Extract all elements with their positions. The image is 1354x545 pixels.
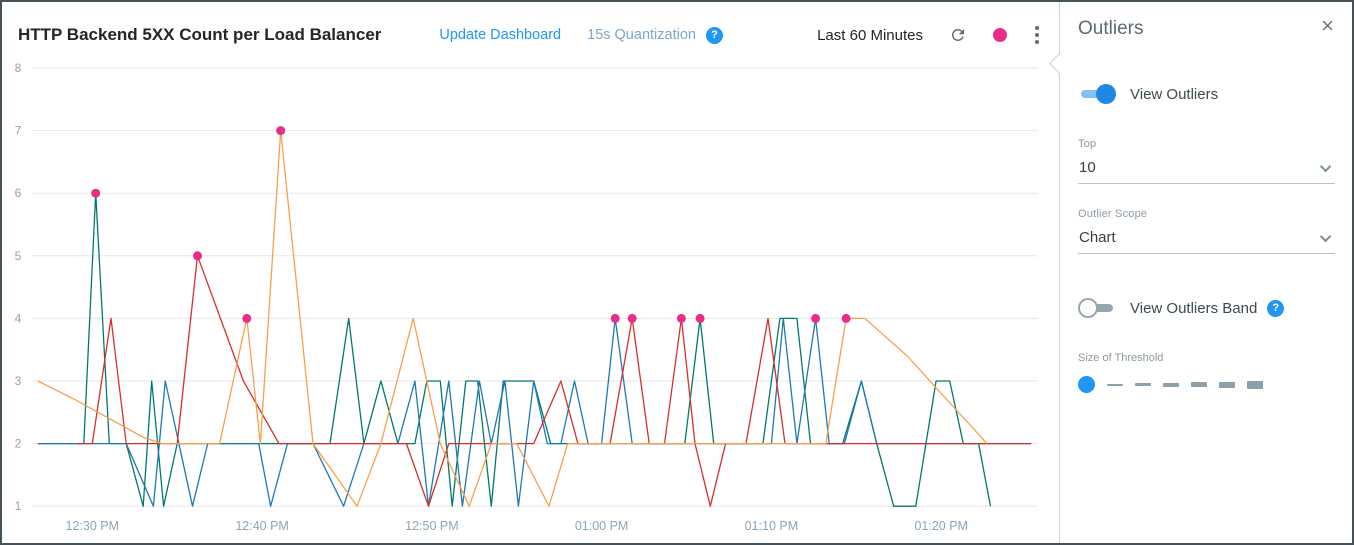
x-tick-label: 12:40 PM <box>235 519 289 533</box>
view-outliers-toggle[interactable] <box>1078 84 1116 104</box>
outlier-scope-value: Chart <box>1079 229 1116 246</box>
y-tick-label: 3 <box>15 374 22 388</box>
chart-color-indicator[interactable] <box>993 28 1007 42</box>
x-tick-label: 01:10 PM <box>745 519 799 533</box>
outlier-scope-select[interactable]: Chart <box>1078 229 1335 254</box>
top-select-value: 10 <box>1079 159 1096 176</box>
close-icon[interactable]: × <box>1321 13 1334 38</box>
outlier-marker[interactable] <box>610 313 620 323</box>
panel-title: Outliers <box>1078 18 1144 39</box>
top-label: Top <box>1078 138 1097 150</box>
chart-panel: HTTP Backend 5XX Count per Load Balancer… <box>2 2 1059 543</box>
header-right-group: Last 60 Minutes <box>817 24 1041 46</box>
chart-area: 1 2 3 4 5 6 7 8 12:30 PM 12:40 PM 12:50 PM 01:00 PM… <box>2 58 1059 543</box>
x-tick-label: 12:50 PM <box>405 519 459 533</box>
size-of-threshold-label: Size of Threshold <box>1078 352 1164 364</box>
view-outliers-band-toggle[interactable] <box>1078 298 1116 318</box>
outlier-scope-label: Outlier Scope <box>1078 208 1148 220</box>
threshold-dashes <box>1078 376 1334 393</box>
series-line-teal[interactable] <box>37 192 992 507</box>
outlier-marker[interactable] <box>841 313 851 323</box>
update-dashboard-link[interactable]: Update Dashboard <box>439 27 562 43</box>
y-tick-label: 1 <box>15 499 22 513</box>
y-tick-label: 6 <box>15 186 22 200</box>
view-outliers-label: View Outliers <box>1130 85 1219 103</box>
threshold-dash-option[interactable] <box>1107 383 1123 386</box>
outlier-marker[interactable] <box>193 251 202 261</box>
y-tick-label: 5 <box>15 249 22 263</box>
y-tick-label: 2 <box>15 437 22 451</box>
y-tick-label: 4 <box>15 311 22 325</box>
y-tick-label: 8 <box>15 61 22 75</box>
chevron-down-icon <box>1319 230 1332 242</box>
threshold-dash-option[interactable] <box>1135 383 1151 386</box>
view-outliers-band-label: View Outliers Band <box>1130 299 1258 317</box>
threshold-dash-option[interactable] <box>1219 381 1235 388</box>
x-tick-label: 01:20 PM <box>914 519 968 533</box>
chevron-down-icon <box>1319 160 1332 172</box>
outlier-marker[interactable] <box>676 313 686 323</box>
chart-title: HTTP Backend 5XX Count per Load Balancer <box>18 25 382 44</box>
kebab-menu-icon[interactable] <box>1033 24 1041 46</box>
series-line-blue[interactable] <box>37 317 1032 507</box>
quantization-label: 15s Quantization <box>587 27 696 43</box>
outlier-marker[interactable] <box>276 126 286 136</box>
threshold-selected-dot[interactable] <box>1078 376 1095 393</box>
top-select[interactable]: 10 <box>1078 159 1335 184</box>
x-tick-label: 12:30 PM <box>66 519 120 533</box>
outlier-marker[interactable] <box>242 313 252 323</box>
time-range-selector[interactable]: Last 60 Minutes <box>817 26 923 44</box>
outlier-marker[interactable] <box>695 313 705 323</box>
series-line-orange[interactable] <box>37 129 988 507</box>
refresh-icon[interactable] <box>949 26 967 44</box>
outlier-marker[interactable] <box>627 313 637 323</box>
threshold-dash-option[interactable] <box>1163 382 1179 387</box>
threshold-dash-option[interactable] <box>1191 382 1207 387</box>
line-chart[interactable]: 1 2 3 4 5 6 7 8 12:30 PM 12:40 PM 12:50 PM 01:00 PM… <box>2 60 1048 538</box>
outliers-band-help-icon[interactable]: ? <box>1267 299 1285 317</box>
outlier-marker[interactable] <box>91 188 101 198</box>
chart-header: HTTP Backend 5XX Count per Load Balancer… <box>2 2 1059 58</box>
threshold-dash-option[interactable] <box>1247 380 1263 389</box>
y-tick-label: 7 <box>15 124 22 138</box>
x-tick-label: 01:00 PM <box>575 519 629 533</box>
quantization-help-icon[interactable]: ? <box>705 26 723 44</box>
outliers-panel: Outliers × View Outliers Top 10 Outlier … <box>1048 2 1352 543</box>
outlier-marker[interactable] <box>811 313 821 323</box>
